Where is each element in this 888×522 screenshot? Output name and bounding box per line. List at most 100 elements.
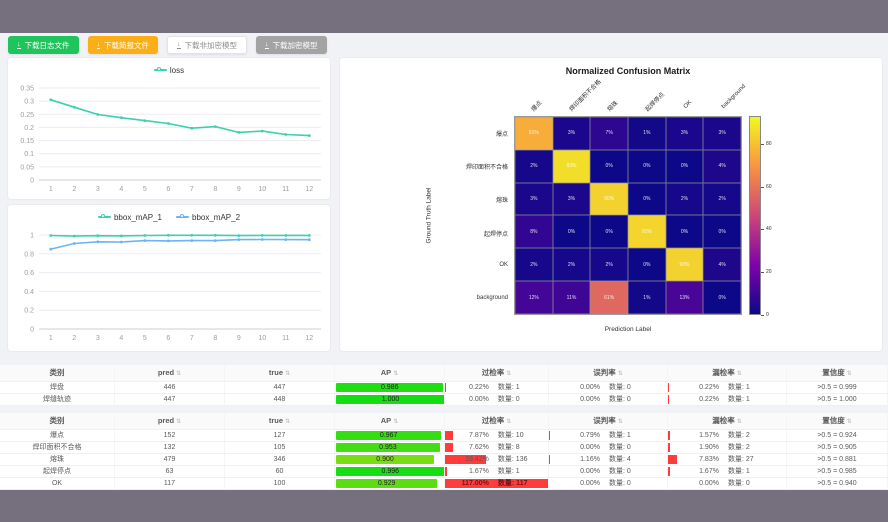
column-header-label: 类别: [49, 368, 65, 377]
download-icon: ↓: [17, 41, 21, 49]
sort-icon[interactable]: ⇅: [176, 419, 182, 425]
miss-rate-cell: 1.90% 数量: 2: [668, 442, 787, 453]
download-encrypted-model-button[interactable]: ↓ 下载加密模型: [256, 36, 327, 54]
column-header-3[interactable]: AP ⇅: [335, 413, 445, 429]
column-header-label: AP: [380, 416, 392, 425]
bottom-window-bar: [0, 490, 888, 522]
column-header-0: 类别: [0, 413, 115, 429]
sort-icon[interactable]: ⇅: [617, 371, 623, 377]
colorbar-tick-label: 0: [766, 312, 769, 318]
sort-icon[interactable]: ⇅: [176, 371, 182, 377]
column-header-6[interactable]: 漏检率 ⇅: [668, 365, 787, 381]
column-header-6[interactable]: 漏检率 ⇅: [668, 413, 787, 429]
over-rate-cell: 0.22% 数量: 1: [445, 382, 549, 393]
legend-item-bbox_mAP_2[interactable]: bbox_mAP_2: [176, 213, 240, 222]
pred-cell: 446: [115, 382, 225, 393]
button-label: 下载日志文件: [24, 40, 70, 50]
sort-icon[interactable]: ⇅: [506, 419, 512, 425]
ap-cell: 0.967: [335, 430, 445, 441]
svg-text:0.4: 0.4: [24, 289, 34, 296]
sort-icon[interactable]: ⇅: [617, 419, 623, 425]
heatmap-cell: 2%: [515, 149, 553, 183]
true-cell: 447: [225, 382, 335, 393]
colorbar-tick-label: 40: [766, 226, 772, 233]
heatmap-col-label: background: [720, 83, 748, 110]
svg-text:5: 5: [143, 186, 147, 193]
ap-cell: 0.953: [335, 442, 445, 453]
confidence-cell: >0.5 = 0.881: [787, 454, 888, 465]
column-header-1[interactable]: pred ⇅: [115, 413, 225, 429]
toolbar: ↓ 下载日志文件 ↓ 下载简报文件 ↓ 下载非加密模型 ↓ 下载加密模型: [8, 36, 327, 54]
sort-icon[interactable]: ⇅: [285, 371, 291, 377]
misjudge-rate-cell: 1.16% 数量: 4: [549, 454, 668, 465]
column-header-5[interactable]: 误判率 ⇅: [549, 413, 668, 429]
ap-cell: 0.986: [335, 382, 445, 393]
svg-text:0.15: 0.15: [20, 138, 34, 145]
legend-item-bbox_mAP_1[interactable]: bbox_mAP_1: [97, 213, 162, 222]
column-header-2[interactable]: true ⇅: [225, 413, 335, 429]
map-legend: bbox_mAP_1 bbox_mAP_2: [8, 211, 330, 223]
column-header-2[interactable]: true ⇅: [225, 365, 335, 381]
colorbar-tick: [761, 229, 764, 231]
sort-icon[interactable]: ⇅: [506, 371, 512, 377]
svg-text:0.35: 0.35: [20, 86, 34, 93]
class-cell: 焊印面积不合格: [0, 442, 115, 453]
heatmap-cell: 12%: [515, 281, 553, 314]
heatmap-col-label: 熔珠: [606, 100, 620, 113]
table-row: 爆点 152 127 0.967 7.87% 数量: 10 0.79% 数量: 1 1.57% 数…: [0, 430, 888, 442]
table-row: 焊盘 446 447 0.986 0.22% 数量: 1 0.00% 数量: 0 0.22% 数量…: [0, 382, 888, 394]
download-report-button[interactable]: ↓ 下载简报文件: [87, 36, 158, 54]
heatmap-row-label: OK: [499, 261, 508, 268]
true-cell: 448: [225, 394, 335, 405]
sort-icon[interactable]: ⇅: [846, 371, 852, 377]
column-header-7[interactable]: 置信度 ⇅: [787, 365, 888, 381]
svg-text:3: 3: [96, 186, 100, 193]
svg-text:0.3: 0.3: [24, 99, 34, 106]
column-header-4[interactable]: 过检率 ⇅: [445, 365, 549, 381]
legend-item-loss[interactable]: loss: [153, 66, 184, 75]
sort-icon[interactable]: ⇅: [285, 419, 291, 425]
svg-text:4: 4: [119, 335, 123, 342]
svg-text:12: 12: [305, 186, 313, 193]
confidence-cell: >0.5 = 0.985: [787, 466, 888, 477]
column-header-4[interactable]: 过检率 ⇅: [445, 413, 549, 429]
heatmap-row-label: 焊印面积不合格: [465, 165, 508, 172]
confusion-matrix-card: Normalized Confusion Matrix 81% 3% 7% 1% 3% 3…: [339, 57, 883, 352]
ap-cell: 1.000: [335, 394, 445, 405]
table-row: 起焊停点 63 60 0.996 1.67% 数量: 1 0.00% 数量: 0 1.67% 数量…: [0, 466, 888, 478]
misjudge-rate-cell: 0.00% 数量: 0: [549, 478, 668, 489]
column-header-3[interactable]: AP ⇅: [335, 365, 445, 381]
column-header-label: pred: [157, 368, 175, 377]
svg-text:6: 6: [166, 335, 170, 342]
heatmap-cell: 90%: [590, 182, 628, 216]
column-header-7[interactable]: 置信度 ⇅: [787, 413, 888, 429]
table-row: 焊印面积不合格 132 105 0.953 7.62% 数量: 8 0.00% 数量: 0 1.…: [0, 442, 888, 454]
heatmap-xlabel: Prediction Label: [604, 326, 652, 333]
column-header-1[interactable]: pred ⇅: [115, 365, 225, 381]
column-header-label: 误判率: [593, 416, 616, 425]
download-icon: ↓: [177, 41, 181, 49]
true-cell: 127: [225, 430, 335, 441]
over-rate-cell: 39.42% 数量: 136: [445, 454, 549, 465]
sort-icon[interactable]: ⇅: [393, 419, 399, 425]
sort-icon[interactable]: ⇅: [393, 371, 399, 377]
loss-legend: loss: [8, 64, 330, 76]
heatmap-ylabel: Ground Truth Label: [425, 187, 433, 244]
ap-cell: 0.996: [335, 466, 445, 477]
colorbar-tick: [761, 315, 764, 316]
sort-icon[interactable]: ⇅: [736, 371, 742, 377]
download-plain-model-button[interactable]: ↓ 下载非加密模型: [167, 36, 247, 54]
over-rate-cell: 0.00% 数量: 0: [445, 394, 549, 405]
over-rate-cell: 1.67% 数量: 1: [445, 466, 549, 477]
over-rate-cell: 7.87% 数量: 10: [445, 430, 549, 441]
svg-text:0.6: 0.6: [24, 270, 34, 277]
download-log-button[interactable]: ↓ 下载日志文件: [8, 36, 79, 54]
svg-text:0.8: 0.8: [24, 251, 34, 258]
loss-chart-card: loss 0 0.05 0.1 0.15 0.2 0.25 0.3 0.35 1 2 3 4 5 6 7 8 9…: [7, 57, 331, 200]
column-header-5[interactable]: 误判率 ⇅: [549, 365, 668, 381]
heatmap-row-label: 熔珠: [495, 198, 508, 205]
ap-cell: 0.900: [335, 454, 445, 465]
svg-text:11: 11: [282, 186, 289, 193]
sort-icon[interactable]: ⇅: [736, 419, 742, 425]
sort-icon[interactable]: ⇅: [846, 419, 852, 425]
